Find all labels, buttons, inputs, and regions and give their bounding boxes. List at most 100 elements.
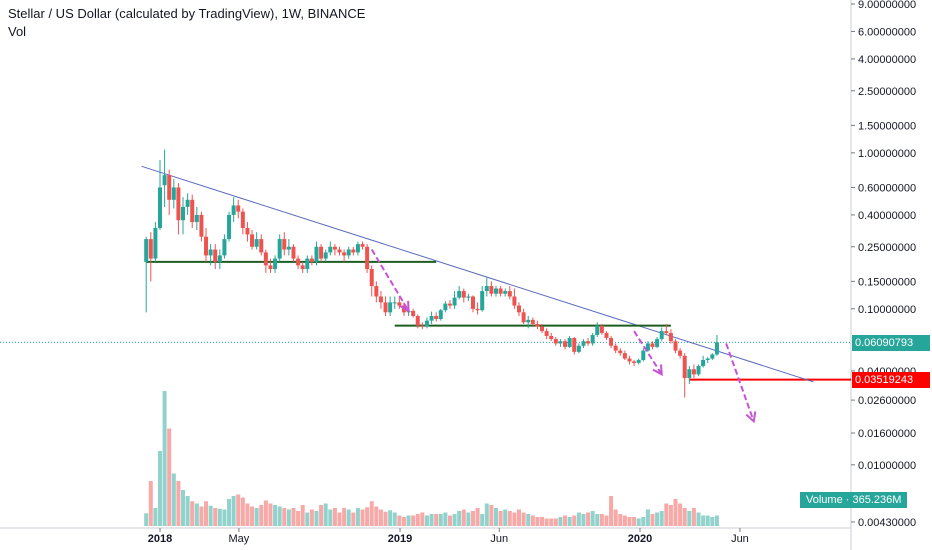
projection-arrow [370,249,410,312]
candle-body [268,265,273,270]
candle-body [558,341,563,344]
volume-badge-value: 365.236M [852,494,902,506]
volume-bar [618,514,623,526]
price-tick-label: 0.10000000 [858,304,916,316]
volume-bar [171,473,176,526]
volume-bar [576,512,581,526]
volume-bar [383,511,388,526]
candle-body [199,214,204,237]
volume-bar [148,481,153,526]
candle-body [378,296,383,303]
candle-body [277,239,282,259]
candle-body [236,205,241,212]
candle-body [167,175,172,200]
candle-body [544,331,549,336]
candle-body [581,341,586,346]
candle-body [613,345,618,351]
volume-bar [526,514,531,526]
candle-body [397,302,402,306]
descending-trendline [141,165,814,383]
volume-bar [650,514,655,526]
volume-bar [613,509,618,526]
candle-body [286,246,291,250]
volume-bar [411,515,416,526]
candle-body [213,249,218,262]
volume-bar [406,515,411,526]
candle-body [590,334,595,344]
price-tick-label: 0.00430000 [858,517,916,529]
candle-body [227,214,232,240]
candle-body [627,358,632,362]
candle-body [254,239,259,247]
candle-body [204,236,209,256]
volume-bar [627,517,632,526]
projection-arrow-head [399,300,410,313]
volume-bar [277,506,282,526]
candle-body [461,291,466,298]
volume-bar [517,509,522,526]
price-tick-label: 0.02600000 [858,395,916,407]
volume-bar [268,503,273,526]
volume-bar [641,517,646,526]
candle-body [429,315,434,321]
price-tick-label: 0.01600000 [858,428,916,440]
volume-bar [392,512,397,526]
candle-body [411,310,416,316]
volume-bar [521,512,526,526]
volume-bar [236,494,241,526]
volume-bar [567,517,572,526]
candle-body [231,205,236,215]
candle-body [645,343,650,351]
volume-bar [673,499,678,526]
volume-bar [682,508,687,526]
candle-body [360,244,365,247]
candle-body [664,331,669,334]
volume-bar [291,508,296,526]
volume-bar [705,515,710,526]
candle-body [563,341,568,347]
candle-body [714,342,719,355]
volume-bar [544,518,549,526]
volume-bar [208,505,213,526]
volume-bar [475,508,480,526]
volume-bar [632,517,637,526]
volume-bar [374,506,379,526]
volume-bar [553,518,558,526]
candle-body [655,339,660,347]
candle-body [452,297,457,306]
volume-bar [595,514,600,526]
candle-body [300,265,305,270]
volume-bar [636,518,641,526]
candle-body [710,354,715,359]
candle-body [517,305,522,313]
volume-bar [296,511,301,526]
volume-bar [655,512,660,526]
candle-body [691,369,696,375]
volume-bar [194,503,199,526]
candle-body [148,239,153,259]
candle-body [369,269,374,287]
candle-body [392,302,397,304]
candle-body [309,258,314,262]
volume-bar [144,513,149,526]
candle-body [604,333,609,339]
volume-bar [351,512,356,526]
volume-bar [217,508,222,526]
volume-bar [365,507,370,526]
candle-body [171,187,176,200]
volume-bar [691,508,696,526]
volume-bar [696,512,701,526]
volume-bar [245,503,250,526]
volume-bar [397,515,402,526]
volume-bar [204,501,209,526]
volume-bar [213,508,218,526]
candle-body [250,234,255,247]
candle-body [332,246,337,250]
volume-bar [461,509,466,526]
volume-bar [176,481,181,526]
candle-body [282,239,287,250]
candle-body [447,303,452,306]
candle-body [181,206,186,221]
price-tick-label: 0.60000000 [858,182,916,194]
